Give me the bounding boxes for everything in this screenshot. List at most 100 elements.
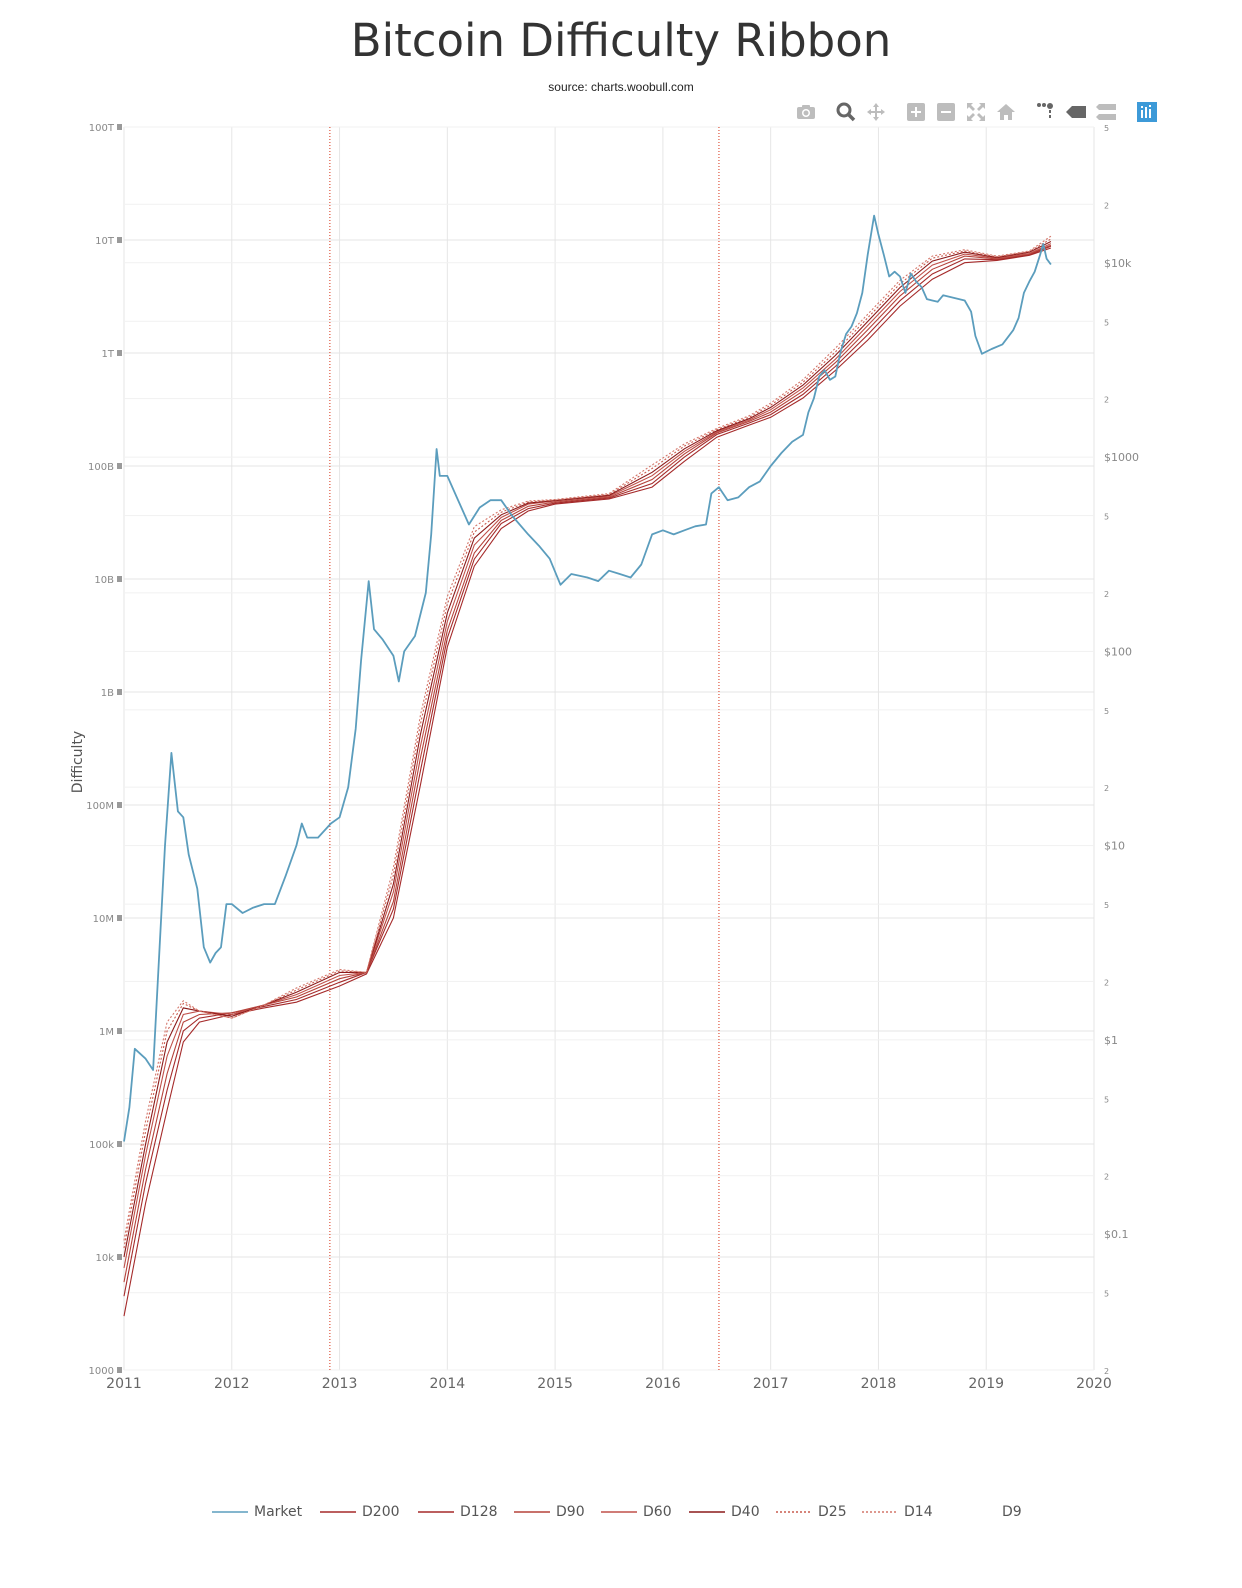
- left-y-tick-mark: [117, 576, 122, 582]
- series-line-d90: [123, 244, 1052, 1283]
- reset-axes-icon[interactable]: [994, 100, 1018, 124]
- left-y-tick-label: 1000: [89, 1366, 114, 1377]
- left-y-tick-mark: [117, 802, 122, 808]
- legend-item-d90[interactable]: D90: [514, 1500, 585, 1524]
- legend-label: D200: [362, 1504, 400, 1520]
- right-y-tick-label: $1: [1104, 1034, 1118, 1047]
- x-tick-label: 2019: [968, 1376, 1004, 1392]
- right-y-tick-label: 5: [1104, 318, 1109, 327]
- x-tick-label: 2011: [106, 1376, 142, 1392]
- legend-item-d40[interactable]: D40: [689, 1500, 760, 1524]
- x-tick-label: 2017: [753, 1376, 789, 1392]
- right-y-tick-label: 2: [1104, 396, 1109, 405]
- left-y-tick-mark: [117, 1367, 122, 1373]
- hover-closest-icon[interactable]: [1064, 100, 1088, 124]
- vertical-markers: [329, 127, 720, 1370]
- left-y-tick-label: 100B: [88, 462, 114, 473]
- legend-item-d200[interactable]: D200: [320, 1500, 400, 1524]
- x-tick-label: 2016: [645, 1376, 681, 1392]
- left-y-tick-label: 100k: [89, 1140, 114, 1151]
- right-y-tick-label: $10k: [1104, 257, 1132, 270]
- market-series: [123, 214, 1052, 1142]
- legend-swatch: [514, 1511, 550, 1513]
- left-y-tick-mark: [117, 1141, 122, 1147]
- right-y-tick-label: 5: [1104, 124, 1109, 133]
- x-tick-label: 2013: [322, 1376, 358, 1392]
- left-y-tick-mark: [117, 689, 122, 695]
- legend-item-d14[interactable]: D14: [862, 1500, 933, 1524]
- left-y-tick-label: 10M: [93, 914, 114, 925]
- right-y-tick-label: 5: [1104, 1095, 1109, 1104]
- zoom-out-icon[interactable]: [934, 100, 958, 124]
- zoom-in-icon[interactable]: [904, 100, 928, 124]
- grid: [123, 126, 1095, 1371]
- legend-label: D40: [731, 1504, 760, 1520]
- series-line-d128: [123, 245, 1052, 1297]
- y-axis-label: Difficulty: [70, 731, 86, 793]
- legend-label: D25: [818, 1504, 847, 1520]
- left-y-tick-mark: [117, 915, 122, 921]
- legend-label: D60: [643, 1504, 672, 1520]
- left-y-tick-label: 100T: [89, 123, 115, 134]
- legend-item-d25[interactable]: D25: [776, 1500, 847, 1524]
- series-line-d60: [123, 243, 1052, 1269]
- right-y-tick-label: 2: [1104, 784, 1109, 793]
- right-y-tick-label: 2: [1104, 590, 1109, 599]
- left-y-tick-mark: [117, 1254, 122, 1260]
- right-y-tick-label: 2: [1104, 1367, 1109, 1376]
- right-y-tick-label: 5: [1104, 513, 1109, 522]
- series-line-d200: [123, 247, 1052, 1317]
- right-y-tick-label: 5: [1104, 1290, 1109, 1299]
- right-y-tick-label: 2: [1104, 201, 1109, 210]
- legend-item-d9[interactable]: D9: [960, 1500, 1022, 1524]
- series-line-d25: [123, 238, 1052, 1249]
- legend-item-market[interactable]: Market: [212, 1500, 302, 1524]
- series-line-d14: [123, 235, 1052, 1241]
- legend-item-d128[interactable]: D128: [418, 1500, 498, 1524]
- x-tick-label: 2020: [1076, 1376, 1112, 1392]
- right-y-tick-label: 2: [1104, 978, 1109, 987]
- left-y-tick-label: 100M: [86, 801, 114, 812]
- left-y-tick-label: 10T: [95, 236, 115, 247]
- right-y-tick-label: $1000: [1104, 451, 1139, 464]
- right-y-tick-label: $10: [1104, 840, 1125, 853]
- right-y-tick-label: 2: [1104, 1173, 1109, 1182]
- series-line-market: [123, 214, 1052, 1142]
- legend-swatch: [776, 1511, 812, 1513]
- left-y-tick-label: 1B: [101, 688, 114, 699]
- camera-icon[interactable]: [794, 100, 818, 124]
- pan-icon[interactable]: [864, 100, 888, 124]
- zoom-icon[interactable]: [834, 100, 858, 124]
- left-y-tick-label: 10k: [95, 1253, 114, 1264]
- legend-swatch: [862, 1511, 898, 1513]
- left-y-tick-mark: [117, 463, 122, 469]
- legend-swatch: [418, 1511, 454, 1513]
- left-y-tick-mark: [117, 124, 122, 130]
- legend-swatch: [960, 1510, 996, 1514]
- left-y-tick-mark: [117, 1028, 122, 1034]
- ribbon-series: [123, 235, 1052, 1317]
- spike-lines-icon[interactable]: [1034, 100, 1058, 124]
- right-y-tick-label: $100: [1104, 645, 1132, 658]
- legend-item-d60[interactable]: D60: [601, 1500, 672, 1524]
- right-y-tick-label: 5: [1104, 707, 1109, 716]
- x-tick-label: 2014: [430, 1376, 466, 1392]
- left-y-tick-mark: [117, 350, 122, 356]
- legend-swatch: [320, 1511, 356, 1513]
- legend-label: D14: [904, 1504, 933, 1520]
- autoscale-icon[interactable]: [964, 100, 988, 124]
- legend-label: Market: [254, 1504, 303, 1520]
- x-tick-label: 2015: [537, 1376, 573, 1392]
- right-y-tick-label: $0.1: [1104, 1228, 1129, 1241]
- legend-swatch: [601, 1511, 637, 1513]
- left-y-tick-mark: [117, 237, 122, 243]
- left-y-tick-label: 1M: [99, 1027, 114, 1038]
- legend-swatch: [689, 1511, 725, 1513]
- chart-title: Bitcoin Difficulty Ribbon: [350, 14, 892, 67]
- left-y-tick-label: 10B: [94, 575, 114, 586]
- axes: 2011 2012 2013 2014 2015 2016 2017 2018 2019 2020…: [86, 123, 1139, 1392]
- legend-label: D9: [1002, 1504, 1022, 1520]
- plotly-logo-icon[interactable]: [1137, 102, 1157, 122]
- hover-compare-icon[interactable]: [1094, 100, 1118, 124]
